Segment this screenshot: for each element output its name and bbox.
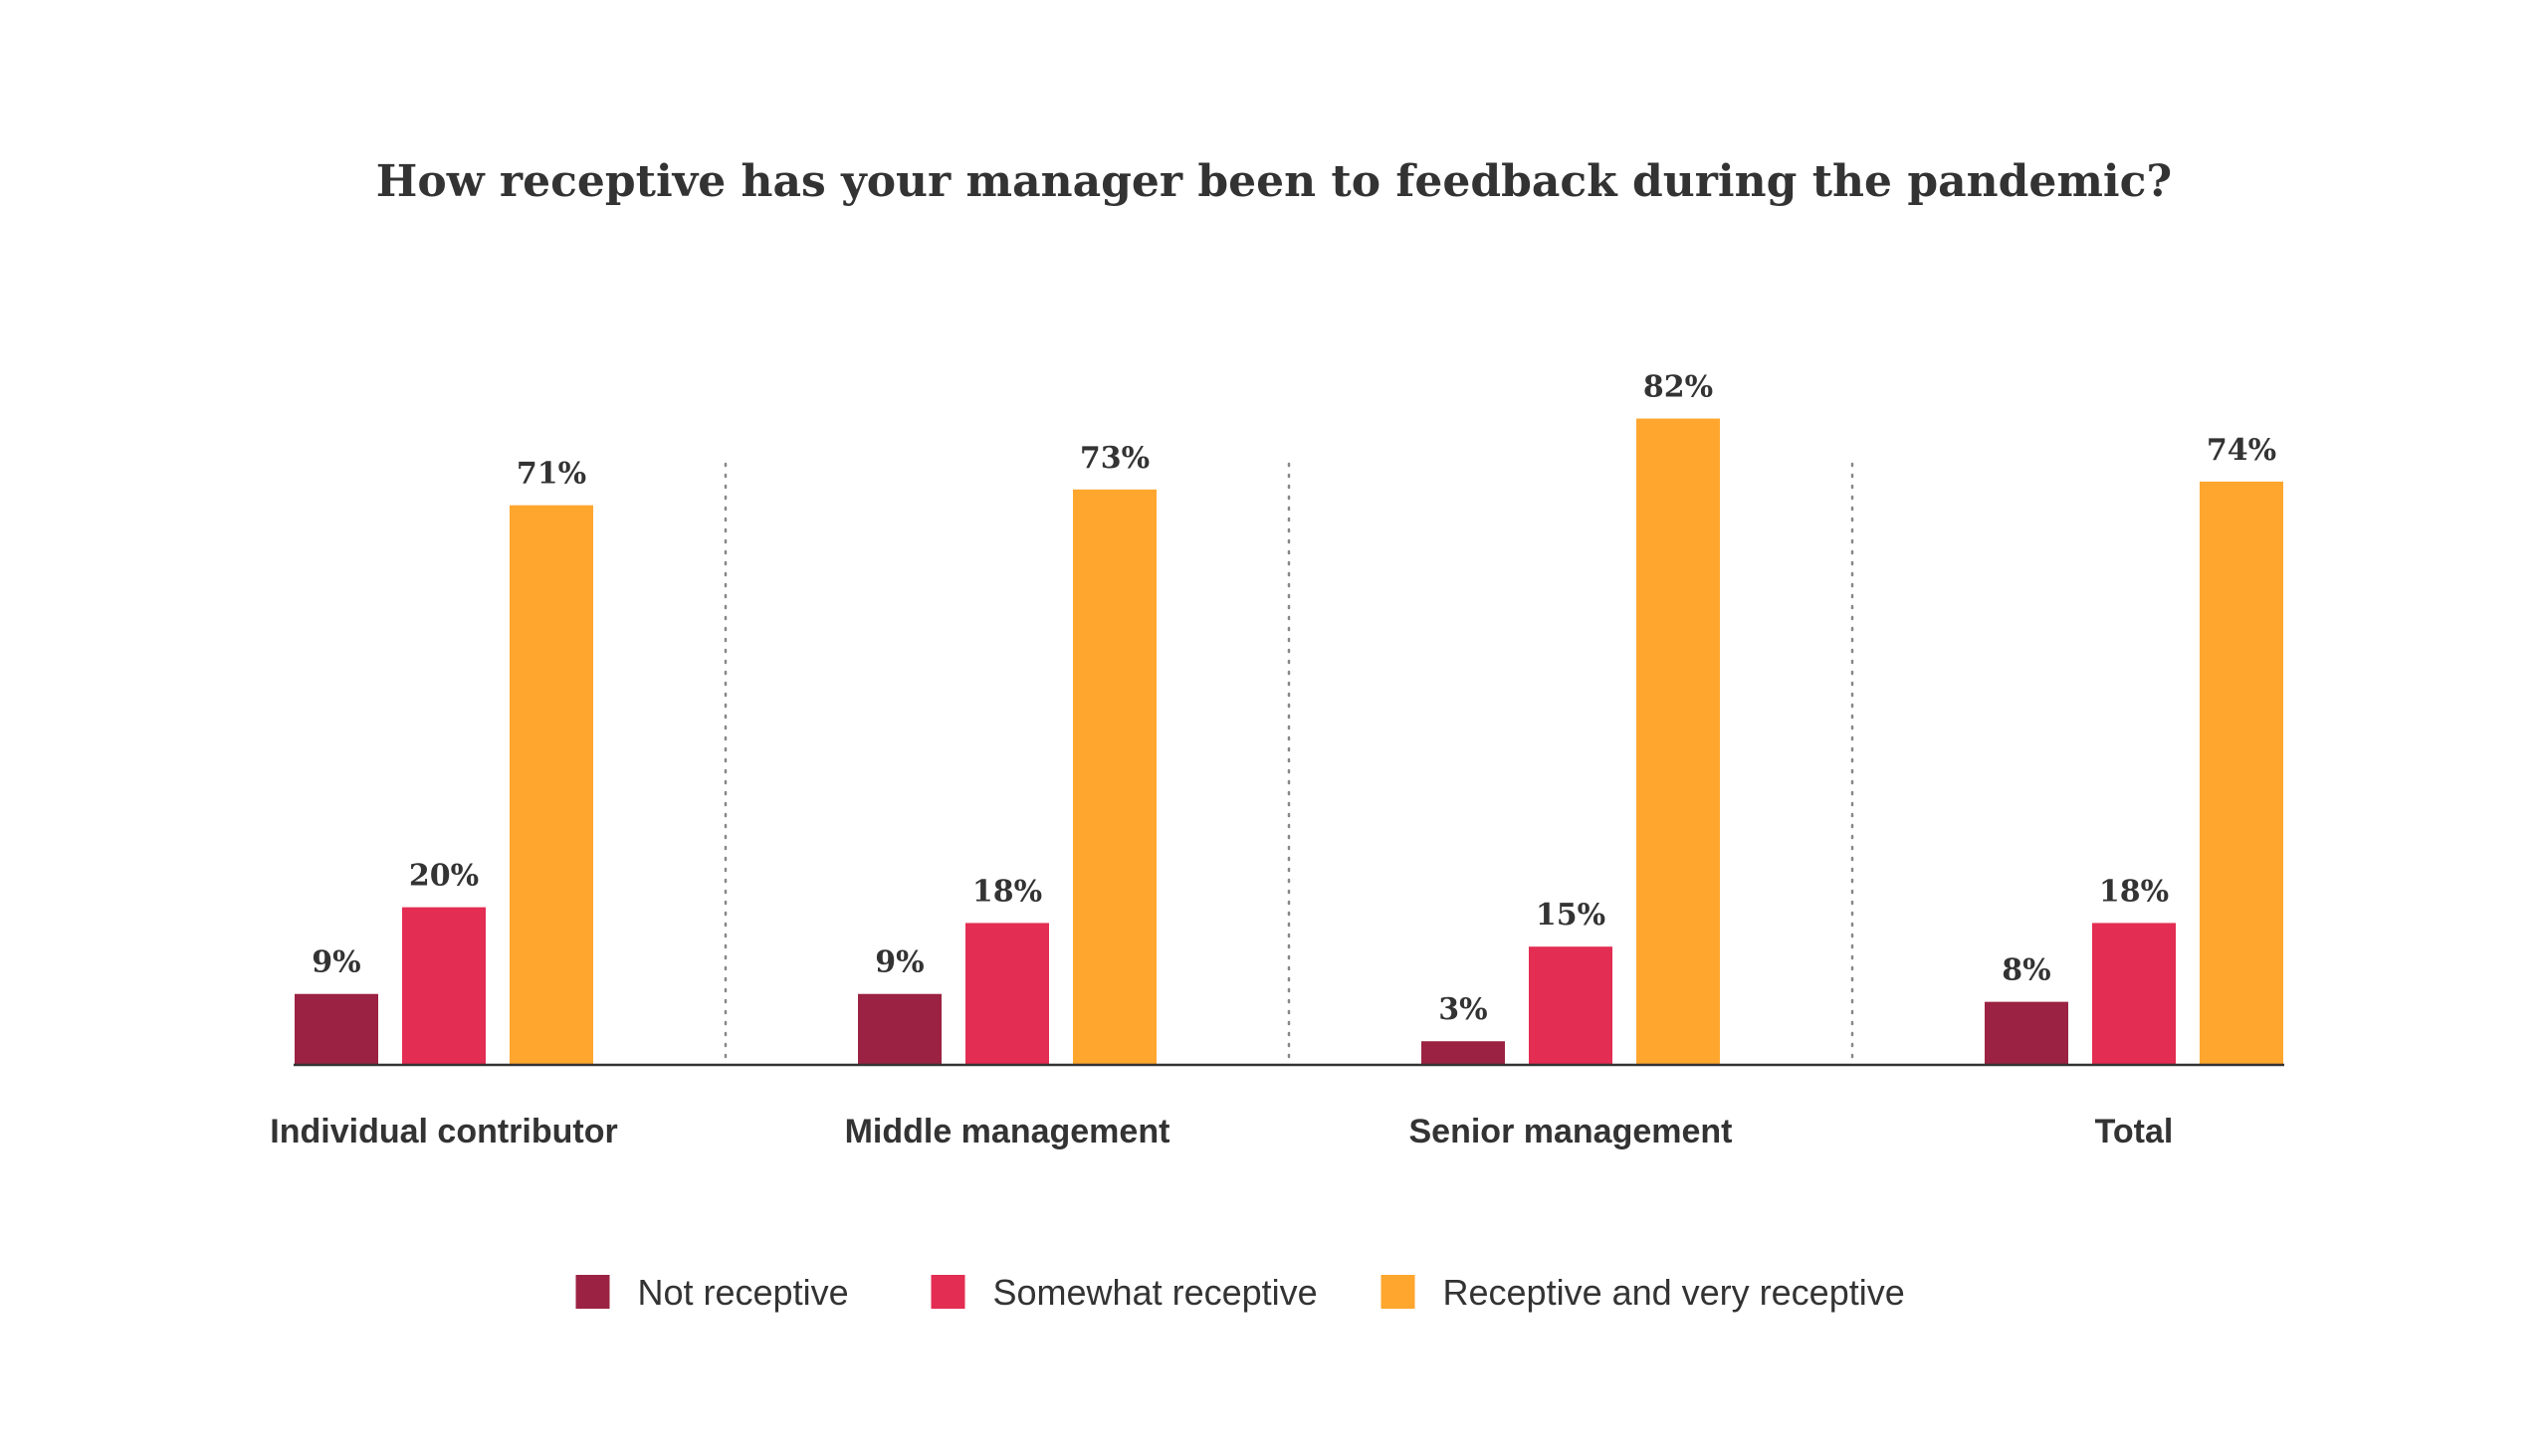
bar-individual-contributor-not-receptive [295,993,378,1065]
bar-individual-contributor-receptive-and-very-receptive [510,505,593,1065]
bar-senior-management-receptive-and-very-receptive [1636,418,1720,1065]
legend-label-receptive-and-very-receptive: Receptive and very receptive [1443,1272,1905,1313]
legend: Not receptive Somewhat receptive Receptive… [575,1272,1905,1313]
category-label-total: Total [2095,1113,2174,1150]
chart-title: How receptive has your manager been to f… [376,156,2172,207]
value-label-total-not-receptive: 8% [2002,953,2050,988]
value-label-middle-management-receptive-and-very-receptive: 73% [1080,441,1150,476]
legend-item-somewhat-receptive: Somewhat receptive [931,1272,1318,1313]
value-label-individual-contributor-not-receptive: 9% [312,945,360,980]
legend-label-somewhat-receptive: Somewhat receptive [993,1272,1318,1313]
value-labels: 9% 20% 71% 9% 18% 73% 3% 15% 82% 8% 18% 74% [312,370,2276,1028]
legend-swatch-receptive-and-very-receptive [1380,1275,1415,1309]
value-label-senior-management-receptive-and-very-receptive: 82% [1643,370,1713,405]
bar-total-receptive-and-very-receptive [2200,481,2283,1065]
bar-senior-management-not-receptive [1421,1041,1505,1065]
legend-item-not-receptive: Not receptive [575,1272,849,1313]
bar-senior-management-somewhat-receptive [1529,946,1612,1065]
value-label-middle-management-somewhat-receptive: 18% [972,874,1042,909]
legend-label-not-receptive: Not receptive [638,1272,849,1313]
group-dividers [724,462,1854,1065]
legend-item-receptive-and-very-receptive: Receptive and very receptive [1380,1272,1905,1313]
value-label-senior-management-not-receptive: 3% [1438,992,1487,1027]
legend-swatch-somewhat-receptive [931,1275,965,1309]
bar-total-not-receptive [1985,1001,2068,1065]
category-label-individual-contributor: Individual contributor [270,1113,617,1150]
category-label-senior-management: Senior management [1409,1113,1733,1150]
bars [295,418,2283,1066]
bar-middle-management-somewhat-receptive [965,923,1049,1065]
bar-middle-management-receptive-and-very-receptive [1073,489,1157,1066]
bar-individual-contributor-somewhat-receptive [402,907,486,1065]
legend-swatch-not-receptive [575,1275,610,1309]
value-label-total-somewhat-receptive: 18% [2099,874,2169,909]
bar-middle-management-not-receptive [858,993,942,1065]
category-label-middle-management: Middle management [845,1113,1170,1150]
value-label-individual-contributor-somewhat-receptive: 20% [409,859,479,894]
category-labels: Individual contributor Middle management S… [270,1113,2173,1150]
value-label-individual-contributor-receptive-and-very-receptive: 71% [517,457,586,492]
bar-total-somewhat-receptive [2092,923,2176,1065]
value-label-total-receptive-and-very-receptive: 74% [2207,433,2276,468]
value-label-middle-management-not-receptive: 9% [875,945,924,980]
value-label-senior-management-somewhat-receptive: 15% [1536,898,1605,933]
